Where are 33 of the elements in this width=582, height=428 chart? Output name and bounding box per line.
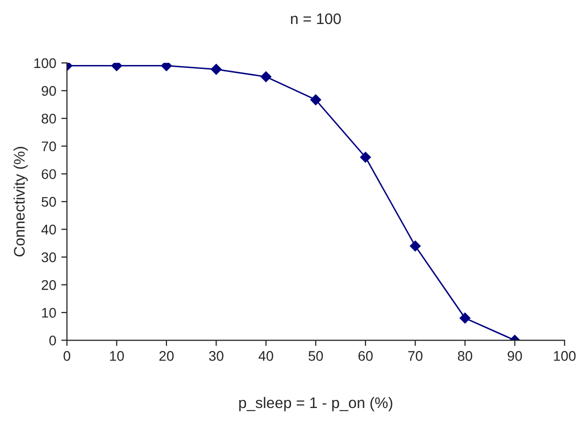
x-tick-label: 70: [408, 351, 422, 361]
point: [310, 94, 322, 106]
x-tick-label: 50: [308, 351, 323, 361]
y-tick-label: 50: [42, 196, 56, 207]
x-tick-label: 30: [209, 351, 224, 361]
x-tick-label: 10: [110, 351, 124, 361]
x-axis-title: p_sleep = 1 - p_on (%): [239, 396, 392, 412]
y-axis-title: Connectivity (%): [14, 146, 28, 256]
y-tick-label: 20: [42, 280, 56, 290]
y-tick-label: 0: [49, 336, 56, 346]
point: [111, 62, 122, 72]
x-tick-label: 60: [358, 351, 373, 361]
y-tick-label: 100: [34, 58, 56, 68]
chart-title: n = 100: [291, 13, 341, 24]
x-tick-label: 40: [258, 351, 274, 361]
point: [161, 62, 172, 72]
point: [210, 64, 222, 75]
y-tick-label: 30: [42, 252, 56, 262]
point: [360, 152, 371, 163]
point: [260, 71, 272, 82]
point: [460, 312, 470, 324]
y-tick-label: 90: [42, 86, 56, 96]
y-tick-label: 70: [42, 141, 56, 152]
x-tick-label: 80: [458, 351, 472, 361]
x-tick-label: 90: [508, 351, 522, 361]
x-tick-label: 20: [159, 351, 174, 361]
y-tick-label: 40: [41, 224, 56, 234]
y-tick-label: 60: [42, 169, 56, 180]
x-tick-label: 0: [64, 351, 70, 361]
point: [410, 240, 421, 252]
y-tick-label: 10: [42, 308, 56, 318]
x-tick-label: 100: [554, 351, 576, 361]
y-tick-label: 80: [42, 114, 56, 124]
